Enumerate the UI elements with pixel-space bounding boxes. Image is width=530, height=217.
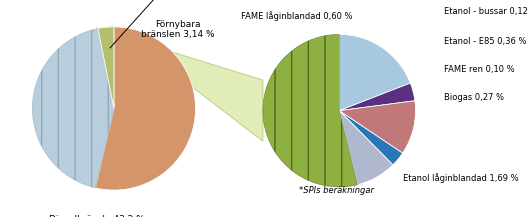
Wedge shape [339,111,403,165]
Text: *SPIs beräkningar: *SPIs beräkningar [299,186,375,195]
Text: Biogas 0,27 %: Biogas 0,27 % [444,93,504,102]
Text: Förnybara
bränslen 3,14 %: Förnybara bränslen 3,14 % [141,20,214,39]
Wedge shape [32,28,114,188]
Text: Etanol låginblandad 1,69 %: Etanol låginblandad 1,69 % [403,174,518,184]
Text: Etanol - E85 0,36 %: Etanol - E85 0,36 % [444,37,527,46]
Text: Etanol - bussar 0,12 %: Etanol - bussar 0,12 % [444,7,530,15]
Wedge shape [339,34,410,111]
Text: Dieselbränsle 43,2 %: Dieselbränsle 43,2 % [49,215,145,217]
Wedge shape [98,27,114,108]
Wedge shape [95,27,196,190]
Wedge shape [339,111,393,185]
Wedge shape [263,34,357,187]
Text: FAME ren 0,10 %: FAME ren 0,10 % [444,65,515,74]
Wedge shape [339,83,415,111]
Text: FAME låginblandad 0,60 %: FAME låginblandad 0,60 % [241,11,352,21]
Wedge shape [339,101,416,153]
